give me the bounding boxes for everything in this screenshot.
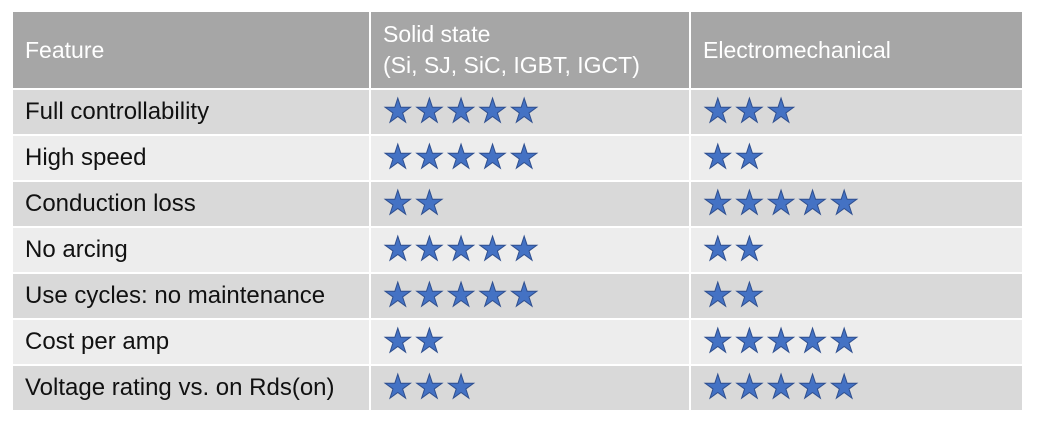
- star-icon: ★: [446, 137, 477, 175]
- star-icon: ★: [446, 229, 477, 267]
- star-icon: ★: [477, 137, 508, 175]
- star-icon: ★: [797, 321, 828, 359]
- star-icon: ★: [766, 91, 797, 129]
- solid-state-rating: ★★★: [370, 365, 691, 412]
- star-icon: ★: [383, 275, 414, 313]
- table-row: No arcing ★★★★★ ★★: [13, 227, 1022, 274]
- star-icon: ★: [734, 91, 765, 129]
- star-icon: ★: [414, 137, 445, 175]
- solid-state-rating: ★★★★★: [370, 273, 691, 320]
- star-icon: ★: [734, 367, 765, 405]
- electromechanical-rating: ★★: [690, 227, 1022, 274]
- star-icon: ★: [703, 183, 734, 221]
- electromechanical-rating: ★★★: [690, 89, 1022, 136]
- solid-state-rating: ★★: [370, 181, 691, 228]
- star-icon: ★: [829, 367, 860, 405]
- star-icon: ★: [766, 183, 797, 221]
- feature-cell: Voltage rating vs. on Rds(on): [13, 365, 371, 412]
- star-icon: ★: [703, 321, 734, 359]
- electromechanical-rating: ★★★★★: [690, 181, 1022, 228]
- star-icon: ★: [703, 91, 734, 129]
- star-icon: ★: [383, 367, 414, 405]
- electromechanical-rating: ★★★★★: [690, 365, 1022, 412]
- star-icon: ★: [734, 275, 765, 313]
- solid-state-rating: ★★★★★: [370, 227, 691, 274]
- star-icon: ★: [383, 229, 414, 267]
- star-icon: ★: [477, 229, 508, 267]
- star-icon: ★: [797, 183, 828, 221]
- star-icon: ★: [509, 275, 540, 313]
- star-icon: ★: [734, 321, 765, 359]
- star-icon: ★: [703, 275, 734, 313]
- star-icon: ★: [509, 229, 540, 267]
- table-row: Cost per amp ★★ ★★★★★: [13, 319, 1022, 366]
- star-icon: ★: [414, 183, 445, 221]
- electromechanical-rating: ★★★★★: [690, 319, 1022, 366]
- star-icon: ★: [383, 183, 414, 221]
- star-icon: ★: [703, 367, 734, 405]
- star-icon: ★: [509, 91, 540, 129]
- star-icon: ★: [734, 137, 765, 175]
- star-icon: ★: [703, 137, 734, 175]
- star-icon: ★: [703, 229, 734, 267]
- star-icon: ★: [414, 275, 445, 313]
- star-icon: ★: [829, 321, 860, 359]
- star-icon: ★: [477, 275, 508, 313]
- table-row: Conduction loss ★★ ★★★★★: [13, 181, 1022, 228]
- comparison-table: Feature Solid state (Si, SJ, SiC, IGBT, I…: [13, 12, 1022, 412]
- header-electromechanical: Electromechanical: [690, 12, 1022, 90]
- feature-cell: Cost per amp: [13, 319, 371, 366]
- star-icon: ★: [797, 367, 828, 405]
- feature-cell: Use cycles: no maintenance: [13, 273, 371, 320]
- star-icon: ★: [414, 367, 445, 405]
- header-solid-state-subtitle: (Si, SJ, SiC, IGBT, IGCT): [383, 52, 640, 78]
- header-row: Feature Solid state (Si, SJ, SiC, IGBT, I…: [13, 12, 1022, 90]
- star-icon: ★: [829, 183, 860, 221]
- star-icon: ★: [383, 321, 414, 359]
- header-solid-state: Solid state (Si, SJ, SiC, IGBT, IGCT): [370, 12, 691, 90]
- star-icon: ★: [446, 367, 477, 405]
- star-icon: ★: [383, 91, 414, 129]
- feature-cell: Full controllability: [13, 89, 371, 136]
- table-row: Full controllability ★★★★★ ★★★: [13, 89, 1022, 136]
- electromechanical-rating: ★★: [690, 273, 1022, 320]
- star-icon: ★: [734, 229, 765, 267]
- star-icon: ★: [383, 137, 414, 175]
- star-icon: ★: [446, 91, 477, 129]
- header-feature: Feature: [13, 12, 371, 90]
- solid-state-rating: ★★★★★: [370, 135, 691, 182]
- electromechanical-rating: ★★: [690, 135, 1022, 182]
- star-icon: ★: [446, 275, 477, 313]
- star-icon: ★: [734, 183, 765, 221]
- star-icon: ★: [477, 91, 508, 129]
- feature-cell: High speed: [13, 135, 371, 182]
- table-row: High speed ★★★★★ ★★: [13, 135, 1022, 182]
- feature-cell: No arcing: [13, 227, 371, 274]
- star-icon: ★: [414, 321, 445, 359]
- star-icon: ★: [766, 321, 797, 359]
- table-row: Use cycles: no maintenance ★★★★★ ★★: [13, 273, 1022, 320]
- star-icon: ★: [414, 91, 445, 129]
- table-row: Voltage rating vs. on Rds(on) ★★★ ★★★★★: [13, 365, 1022, 412]
- star-icon: ★: [414, 229, 445, 267]
- star-icon: ★: [766, 367, 797, 405]
- header-solid-state-title: Solid state: [383, 21, 491, 47]
- solid-state-rating: ★★: [370, 319, 691, 366]
- feature-cell: Conduction loss: [13, 181, 371, 228]
- star-icon: ★: [509, 137, 540, 175]
- solid-state-rating: ★★★★★: [370, 89, 691, 136]
